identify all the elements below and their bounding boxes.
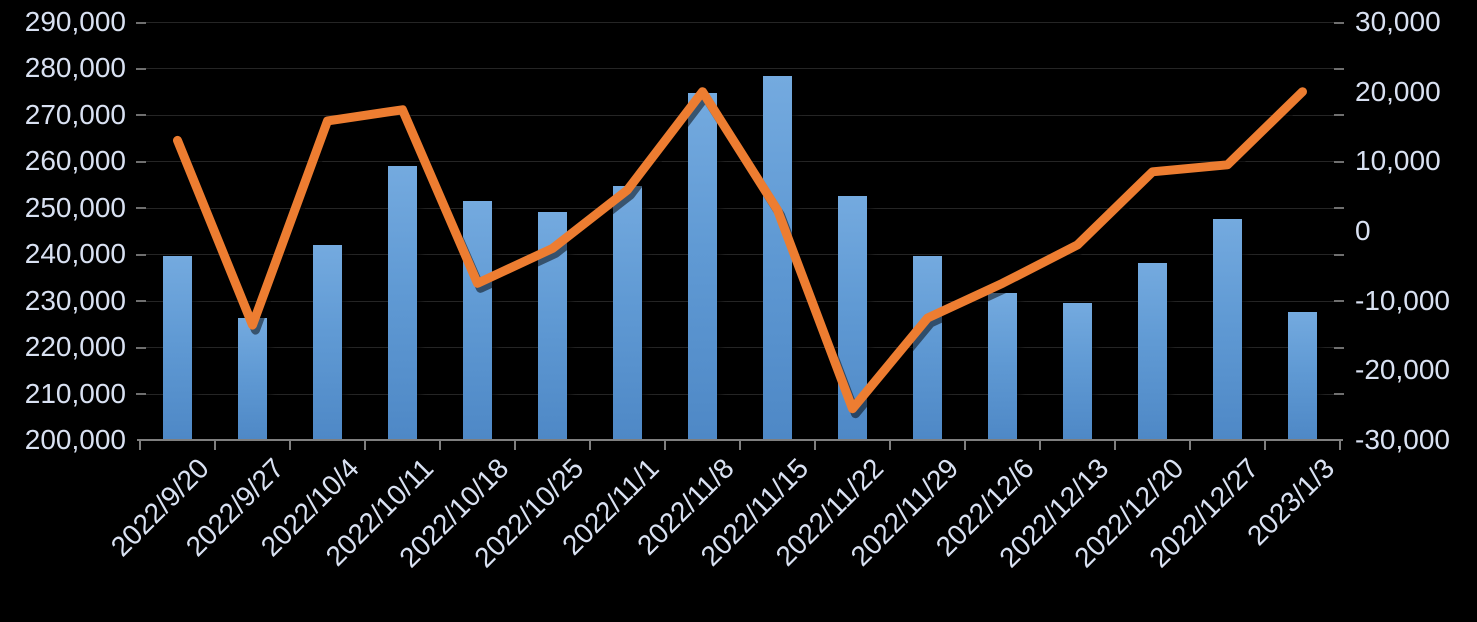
bar-2022/10/4 (313, 244, 342, 440)
line-series (173, 87, 1310, 419)
bar-2022/12/27 (1213, 218, 1242, 440)
left-y-axis-label: 250,000 (24, 191, 126, 223)
bar-2022/11/29 (913, 256, 942, 440)
bar-2022/9/20 (163, 255, 192, 440)
left-y-axis-label: 280,000 (24, 52, 126, 84)
bar-2022/11/15 (763, 75, 792, 440)
x-axis-tick (1114, 440, 1116, 450)
x-axis-tick (964, 440, 966, 450)
gridline-tick-stub (1334, 21, 1344, 24)
x-axis-tick (364, 440, 366, 450)
gridline (138, 114, 1342, 116)
bar-2022/12/6 (988, 293, 1017, 440)
gridline-tick-stub (1334, 300, 1344, 303)
left-y-axis-label: 210,000 (24, 377, 126, 409)
x-axis-tick (1264, 440, 1266, 450)
gridline-tick-stub (136, 393, 146, 396)
x-axis-tick (514, 440, 516, 450)
x-axis-tick (1189, 440, 1191, 450)
right-y-axis-label: -10,000 (1355, 284, 1450, 316)
gridline (138, 207, 1342, 209)
left-y-axis-label: 270,000 (24, 98, 126, 130)
gridline-tick-stub (136, 300, 146, 303)
x-axis-tick (139, 440, 141, 450)
gridline (138, 254, 1342, 256)
x-axis-tick (439, 440, 441, 450)
bar-2022/10/11 (388, 165, 417, 440)
gridline-tick-stub (136, 253, 146, 256)
line-path (173, 87, 1307, 414)
gridline-tick-stub (136, 160, 146, 163)
gridline (138, 300, 1342, 302)
left-y-axis-label: 290,000 (24, 6, 126, 37)
gridline-tick-stub (136, 67, 146, 70)
x-axis-tick (1339, 440, 1341, 450)
right-y-axis-label: 10,000 (1355, 145, 1441, 177)
x-axis-tick (589, 440, 591, 450)
gridline-tick-stub (1334, 346, 1344, 349)
left-y-axis-label: 220,000 (24, 331, 126, 363)
bar-2023/1/3 (1288, 312, 1317, 440)
gridline (138, 393, 1342, 395)
x-axis-tick (289, 440, 291, 450)
left-y-axis-label: 230,000 (24, 284, 126, 316)
gridline-tick-stub (136, 346, 146, 349)
gridline (138, 161, 1342, 163)
right-y-axis-label: 20,000 (1355, 75, 1441, 107)
bar-2022/9/27 (238, 318, 267, 440)
gridline-tick-stub (1334, 393, 1344, 396)
x-axis-tick (814, 440, 816, 450)
gridline (138, 68, 1342, 70)
gridline-tick-stub (1334, 160, 1344, 163)
gridline-tick-stub (1334, 253, 1344, 256)
right-y-axis-label: -30,000 (1355, 424, 1450, 455)
x-axis-tick (1039, 440, 1041, 450)
gridline (138, 22, 1342, 23)
right-y-axis-label: 0 (1355, 215, 1371, 246)
gridline-tick-stub (136, 207, 146, 210)
gridline-tick-stub (1334, 114, 1344, 117)
bar-2022/12/20 (1138, 263, 1167, 440)
right-y-axis-label: 30,000 (1355, 6, 1441, 37)
bar-2022/11/1 (613, 185, 642, 440)
left-y-axis-label: 200,000 (24, 424, 126, 455)
gridline-tick-stub (1334, 67, 1344, 70)
x-axis-tick (214, 440, 216, 450)
left-y-axis-label: 240,000 (24, 238, 126, 270)
gridline-tick-stub (1334, 207, 1344, 210)
gridline-tick-stub (136, 21, 146, 24)
bar-2022/10/18 (463, 201, 492, 440)
x-axis-tick (739, 440, 741, 450)
line-shadow (176, 92, 1310, 419)
right-y-axis-label: -20,000 (1355, 354, 1450, 386)
gridline (138, 347, 1342, 349)
x-axis-tick (889, 440, 891, 450)
x-axis-tick (664, 440, 666, 450)
gridline-tick-stub (136, 114, 146, 117)
bar-2022/12/13 (1063, 302, 1092, 440)
bar-2022/11/8 (688, 92, 717, 440)
left-y-axis-label: 260,000 (24, 145, 126, 177)
